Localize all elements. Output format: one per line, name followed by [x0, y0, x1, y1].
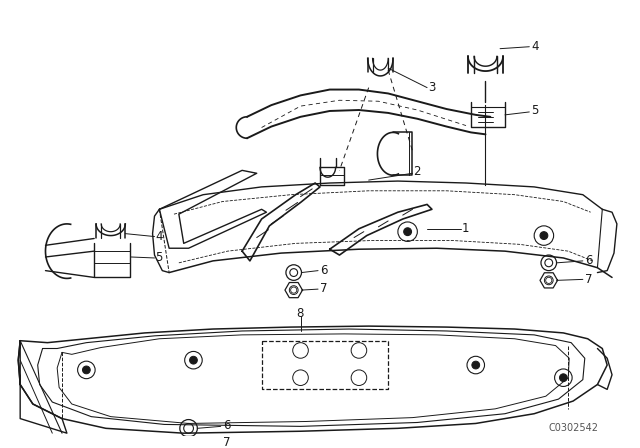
Text: 4: 4: [156, 230, 163, 243]
Text: 5: 5: [531, 104, 539, 117]
Circle shape: [189, 356, 197, 364]
Text: C0302542: C0302542: [548, 423, 599, 433]
Text: 7: 7: [585, 273, 592, 286]
Text: 6: 6: [585, 254, 592, 267]
Circle shape: [404, 228, 412, 236]
Text: 6: 6: [320, 264, 328, 277]
Text: 5: 5: [156, 251, 163, 264]
Circle shape: [472, 361, 479, 369]
Text: 2: 2: [413, 165, 421, 178]
Text: 1: 1: [462, 222, 470, 235]
Circle shape: [540, 232, 548, 240]
Circle shape: [559, 374, 567, 382]
Text: 4: 4: [531, 40, 539, 53]
Text: 3: 3: [428, 81, 435, 94]
Text: 7: 7: [223, 436, 230, 448]
Text: 7: 7: [320, 282, 328, 295]
Circle shape: [83, 366, 90, 374]
Text: 6: 6: [223, 419, 230, 432]
Text: 8: 8: [296, 307, 304, 320]
